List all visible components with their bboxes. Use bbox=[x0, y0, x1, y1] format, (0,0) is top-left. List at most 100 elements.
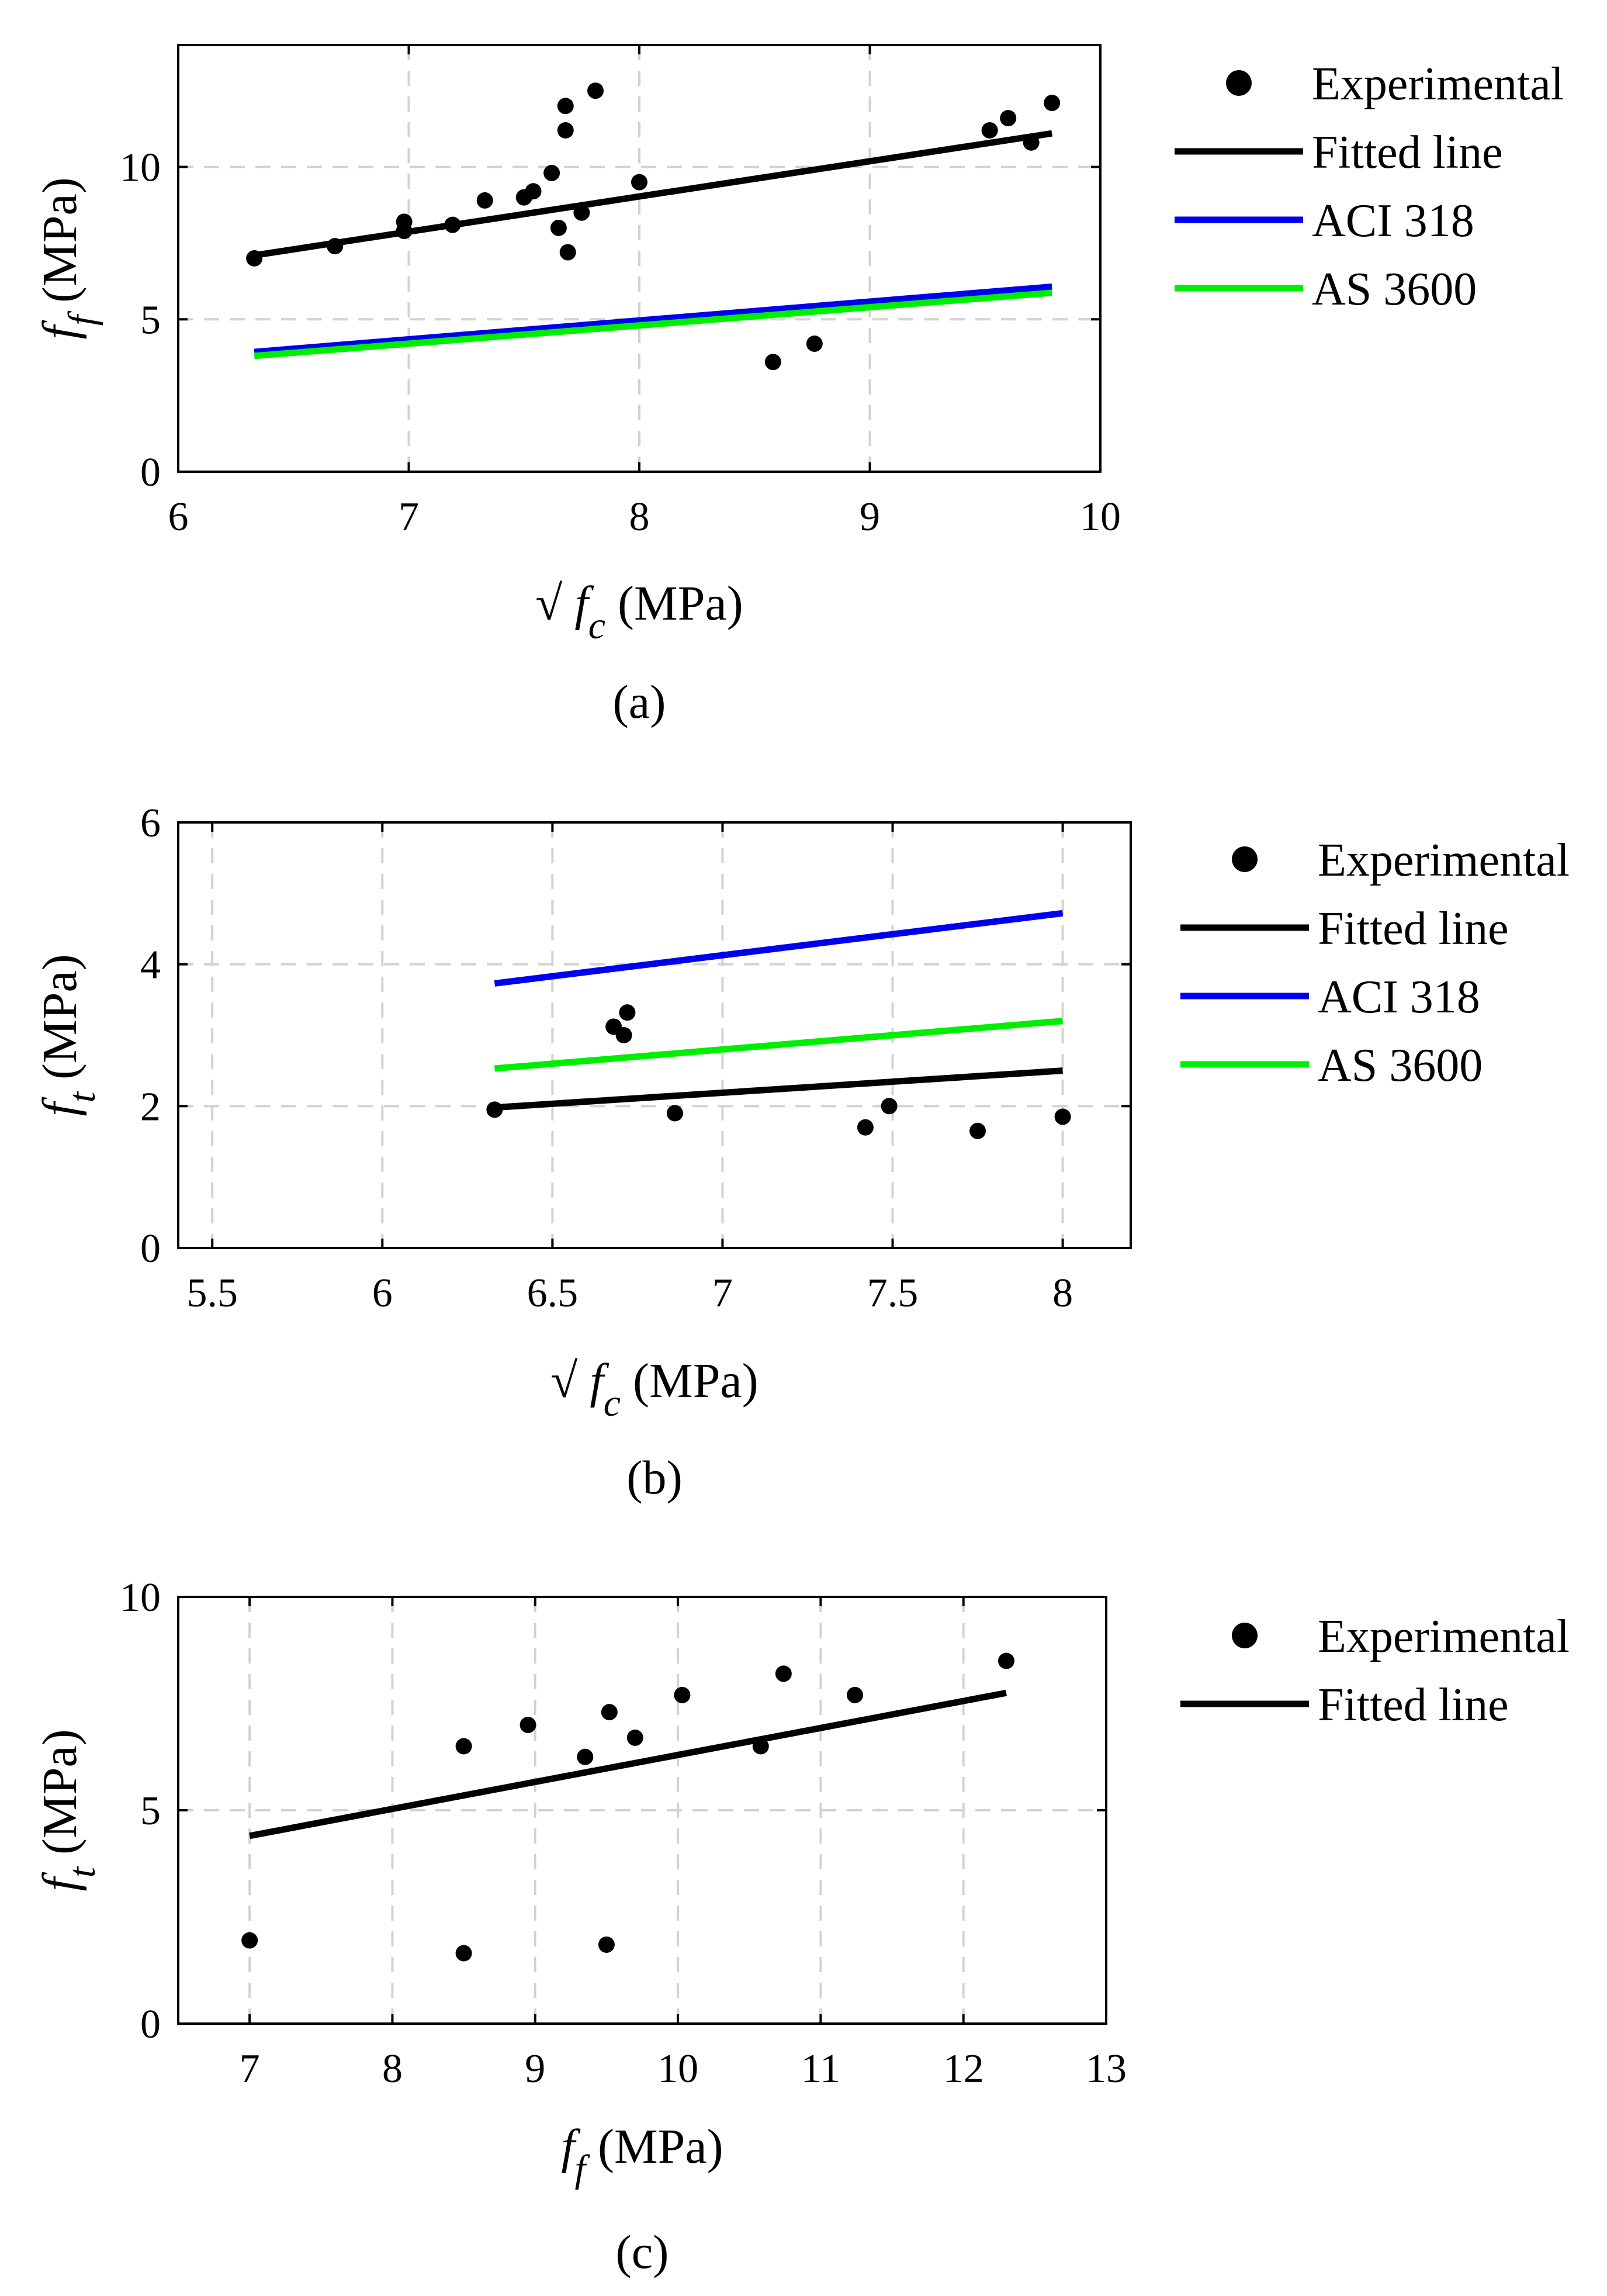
y-tick-label: 5 bbox=[140, 298, 161, 343]
data-point bbox=[615, 1027, 632, 1043]
x-tick-label: 8 bbox=[1052, 1271, 1073, 1316]
data-point bbox=[587, 82, 604, 99]
data-point bbox=[476, 192, 493, 209]
y-tick-label: 4 bbox=[140, 943, 161, 988]
x-tick-label: 8 bbox=[629, 495, 650, 540]
series-line-as-3600 bbox=[494, 1018, 1064, 1072]
x-axis-subscript: c bbox=[604, 1382, 621, 1424]
data-point bbox=[666, 1105, 683, 1122]
y-axis-unit: (MPa) bbox=[33, 177, 87, 315]
data-point bbox=[444, 216, 461, 233]
panel-caption: (a) bbox=[612, 675, 666, 728]
data-point bbox=[559, 244, 576, 261]
x-axis-unit: (MPa) bbox=[586, 2119, 723, 2174]
data-point bbox=[598, 1936, 615, 1953]
legend-label: Fitted line bbox=[1318, 903, 1509, 955]
data-point bbox=[1000, 110, 1017, 127]
legend-label: Experimental bbox=[1312, 58, 1564, 110]
y-tick-label: 2 bbox=[140, 1084, 161, 1129]
sqrt-symbol: √ bbox=[550, 1354, 590, 1408]
y-tick-label: 5 bbox=[140, 1789, 161, 1834]
data-point bbox=[601, 1704, 618, 1721]
y-tick-label: 10 bbox=[120, 1575, 161, 1620]
x-axis-label: √ fc (MPa) bbox=[535, 576, 743, 647]
legend-label: Experimental bbox=[1318, 835, 1570, 886]
data-point bbox=[847, 1686, 864, 1703]
data-point bbox=[969, 1122, 986, 1139]
x-axis-label: ff (MPa) bbox=[561, 2119, 723, 2190]
legend-label: ACI 318 bbox=[1318, 971, 1480, 1023]
data-point bbox=[455, 1945, 472, 1962]
x-tick-label: 7 bbox=[240, 2046, 260, 2091]
legend-marker bbox=[1232, 1623, 1258, 1648]
legend-label: Fitted line bbox=[1318, 1679, 1509, 1731]
y-axis-label: ft (MPa) bbox=[33, 1729, 103, 1891]
data-point bbox=[674, 1686, 691, 1703]
data-point bbox=[327, 238, 344, 255]
y-axis-subscript: t bbox=[61, 1866, 103, 1877]
series-line-aci-318 bbox=[254, 283, 1052, 355]
chart-panel-b: 5.5 6 6.5 7 7.5 8 0 2 4 6 √ fc (MPa) ft (MPa) Experi… bbox=[33, 801, 1570, 1504]
panel-caption: (b) bbox=[626, 1451, 683, 1504]
legend-marker bbox=[1232, 846, 1258, 872]
legend-label: AS 3600 bbox=[1318, 1040, 1483, 1091]
x-tick-label: 8 bbox=[382, 2046, 403, 2091]
data-point bbox=[626, 1729, 643, 1746]
x-tick-label: 7 bbox=[399, 495, 419, 540]
chart-panel-a: 6 7 8 9 10 0 5 10 √ fc (MPa) ff (MPa) Experimental… bbox=[33, 44, 1564, 728]
series-line-fitted-line bbox=[249, 1689, 1007, 1839]
series-line-aci-318 bbox=[494, 910, 1064, 987]
x-tick-label: 6 bbox=[168, 495, 189, 540]
data-point bbox=[455, 1738, 472, 1755]
x-tick-label: 10 bbox=[1080, 495, 1121, 540]
data-point bbox=[543, 165, 560, 181]
x-tick-label: 12 bbox=[943, 2046, 984, 2091]
series-line-fitted-line bbox=[494, 1067, 1063, 1111]
x-axis-subscript: c bbox=[588, 604, 605, 647]
x-tick-label: 10 bbox=[657, 2046, 698, 2091]
y-tick-label: 0 bbox=[140, 1226, 161, 1271]
y-axis-subscript: t bbox=[61, 1091, 103, 1102]
y-tick-label: 10 bbox=[120, 146, 161, 191]
x-tick-label: 6 bbox=[372, 1271, 393, 1316]
data-point bbox=[631, 174, 647, 191]
data-point bbox=[486, 1101, 503, 1118]
data-point bbox=[557, 122, 574, 139]
data-point bbox=[519, 1717, 536, 1733]
y-axis-label: ft (MPa) bbox=[33, 954, 103, 1116]
x-tick-label: 7.5 bbox=[867, 1271, 919, 1316]
y-axis-unit: (MPa) bbox=[33, 1729, 87, 1867]
legend-label: ACI 318 bbox=[1312, 195, 1474, 247]
data-point bbox=[857, 1119, 874, 1136]
x-axis-label: √ fc (MPa) bbox=[550, 1354, 758, 1424]
x-tick-label: 9 bbox=[525, 2046, 545, 2091]
data-point bbox=[1044, 95, 1061, 112]
data-point bbox=[573, 204, 590, 221]
data-point bbox=[752, 1738, 769, 1755]
y-axis-unit: (MPa) bbox=[33, 954, 87, 1092]
data-point bbox=[764, 354, 781, 371]
data-point bbox=[619, 1004, 636, 1021]
sqrt-symbol: √ bbox=[535, 576, 574, 631]
panel-caption: (c) bbox=[615, 2225, 669, 2278]
data-point bbox=[577, 1748, 594, 1765]
y-tick-label: 6 bbox=[140, 801, 161, 846]
x-tick-label: 7 bbox=[712, 1271, 733, 1316]
data-point bbox=[806, 336, 823, 352]
chart-panel-c: 7 8 9 10 11 12 13 0 5 10 ff (MPa) ft (MPa) Experimen… bbox=[33, 1575, 1570, 2278]
data-point bbox=[981, 122, 998, 139]
data-point bbox=[557, 98, 574, 115]
legend-label: AS 3600 bbox=[1312, 264, 1477, 315]
series-line-as-3600 bbox=[254, 289, 1052, 359]
data-point bbox=[1054, 1108, 1071, 1125]
legend-label: Experimental bbox=[1318, 1611, 1570, 1662]
x-tick-label: 13 bbox=[1086, 2046, 1127, 2091]
data-point bbox=[241, 1932, 258, 1949]
x-tick-label: 6.5 bbox=[527, 1271, 579, 1316]
data-point bbox=[396, 213, 413, 230]
data-point bbox=[775, 1665, 792, 1682]
x-axis-unit: (MPa) bbox=[621, 1354, 759, 1408]
legend-marker bbox=[1226, 70, 1252, 96]
data-point bbox=[998, 1652, 1014, 1669]
